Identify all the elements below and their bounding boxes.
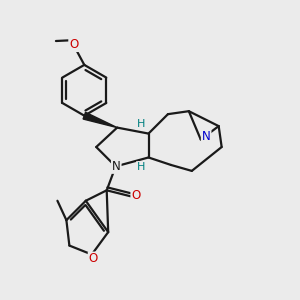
Text: N: N (202, 130, 211, 143)
Text: H: H (137, 119, 145, 129)
Text: O: O (88, 253, 98, 266)
Text: O: O (131, 189, 141, 202)
Text: H: H (137, 162, 145, 172)
Polygon shape (83, 112, 117, 128)
Text: O: O (69, 38, 79, 51)
Text: N: N (112, 160, 121, 173)
